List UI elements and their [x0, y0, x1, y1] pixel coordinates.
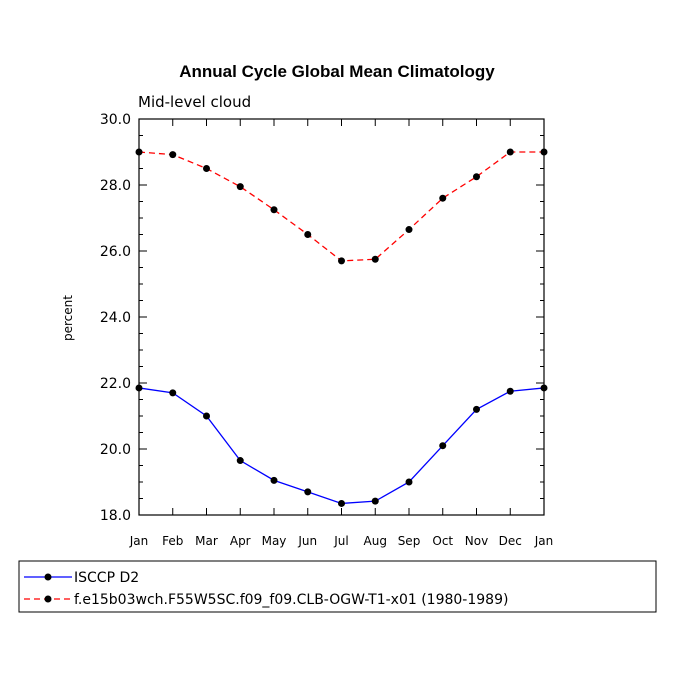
series-1-point	[135, 148, 143, 156]
series-1-point	[540, 148, 548, 156]
series-0-point	[338, 499, 345, 507]
legend-marker-0	[44, 573, 52, 581]
y-tick-label: 28.0	[100, 178, 131, 194]
series-0-point	[270, 476, 278, 484]
y-axis-ticks: 18.0 20.0 22.0 24.0 26.0 28.0 30.0	[100, 112, 544, 524]
x-tick-label: Feb	[162, 534, 183, 548]
series-1-point	[203, 165, 210, 172]
y-tick-label: 30.0	[100, 112, 131, 128]
legend-box	[18, 560, 657, 613]
x-tick-label: Nov	[465, 534, 488, 548]
x-tick-label: Jul	[333, 534, 348, 548]
y-tick-label: 26.0	[100, 244, 131, 260]
x-tick-label: Aug	[364, 534, 387, 548]
y-tick-label: 18.0	[100, 508, 131, 524]
series-1-point	[405, 226, 413, 234]
legend-label-0: ISCCP D2	[74, 570, 139, 586]
series-0-point	[473, 405, 480, 413]
series-1-point	[439, 194, 447, 202]
x-tick-label: Oct	[432, 534, 453, 548]
series-1-point	[506, 148, 514, 156]
series-0-point	[405, 478, 413, 486]
legend-label-1: f.e15b03wch.F55W5SC.f09_f09.CLB-OGW-T1-x…	[74, 592, 508, 608]
x-tick-label: Mar	[195, 534, 218, 548]
plot-frame	[138, 118, 545, 516]
x-tick-label: Jan	[129, 534, 149, 548]
y-tick-label: 20.0	[100, 442, 131, 458]
series-0-point	[169, 389, 177, 397]
series-0-point	[540, 384, 548, 392]
series-0-point	[439, 442, 447, 450]
x-tick-label: Jan	[534, 534, 554, 548]
series-1-point	[371, 255, 379, 263]
series-0-point	[304, 488, 312, 496]
series-0-point	[371, 497, 379, 505]
series-line-0	[138, 387, 545, 505]
legend: ISCCP D2 f.e15b03wch.F55W5SC.f09_f09.CLB-…	[24, 570, 508, 608]
series-1-point	[304, 231, 312, 238]
x-axis-ticks: Jan Feb Mar Apr May Jun Jul Aug Sep Oct Nov Dec Jan	[129, 119, 554, 548]
chart-subtitle: Mid-level cloud	[138, 93, 251, 111]
y-axis-label: percent	[61, 295, 75, 341]
x-tick-label: Dec	[499, 534, 522, 548]
series-0-point	[203, 412, 210, 420]
series-1-point	[169, 151, 177, 159]
series-line-1	[138, 151, 544, 262]
legend-marker-1	[44, 595, 52, 603]
series-0-point	[506, 387, 514, 395]
y-tick-label: 22.0	[100, 376, 131, 392]
series-1-point	[236, 183, 244, 191]
series-0-point	[236, 457, 244, 465]
chart-title: Annual Cycle Global Mean Climatology	[179, 62, 495, 81]
series-1-point	[338, 257, 345, 265]
series-1-point	[270, 206, 278, 214]
x-tick-label: Apr	[230, 534, 251, 548]
series-0-point	[135, 384, 143, 392]
series-group	[135, 148, 548, 507]
y-tick-label: 24.0	[100, 310, 131, 326]
x-tick-label: May	[262, 534, 287, 548]
x-tick-label: Jun	[297, 534, 317, 548]
x-tick-label: Sep	[398, 534, 421, 548]
series-1-point	[473, 173, 480, 181]
